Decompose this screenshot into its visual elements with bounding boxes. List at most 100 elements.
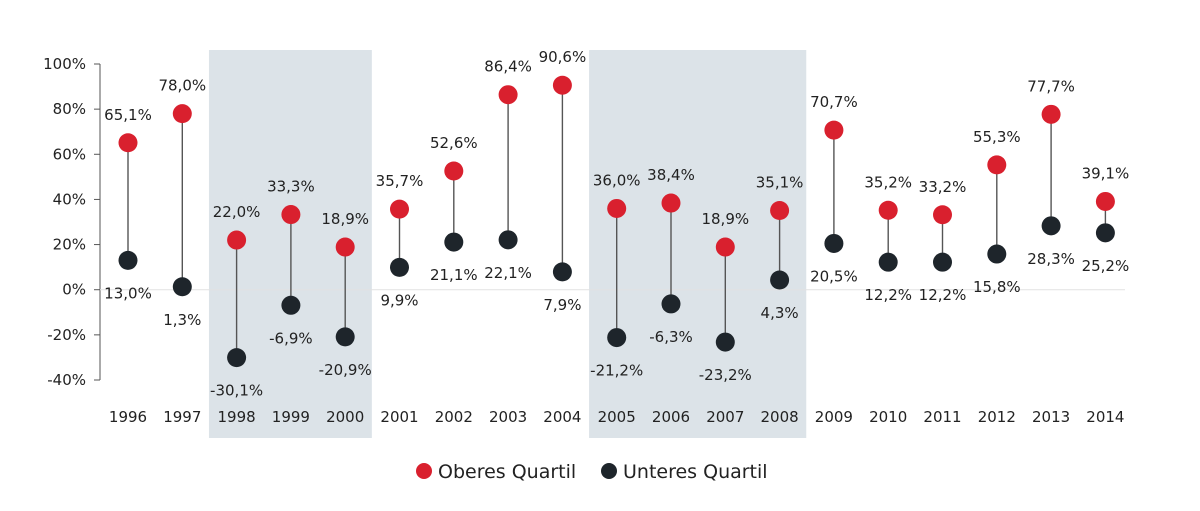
upper-point-2006 xyxy=(661,193,681,213)
x-tick-label: 2004 xyxy=(543,408,581,426)
lower-label-2011: 12,2% xyxy=(919,286,967,304)
lower-point-2011 xyxy=(933,252,952,272)
x-tick-label: 1998 xyxy=(218,408,256,426)
lower-label-1999: -6,9% xyxy=(269,329,313,347)
upper-label-1996: 65,1% xyxy=(104,106,152,124)
x-tick-label: 2006 xyxy=(652,408,690,426)
x-tick-label: 2002 xyxy=(435,408,473,426)
upper-point-2010 xyxy=(878,200,898,220)
upper-point-2011 xyxy=(933,205,952,225)
lower-label-2005: -21,2% xyxy=(590,362,643,380)
x-tick-label: 2013 xyxy=(1032,408,1070,426)
x-tick-label: 1999 xyxy=(272,408,310,426)
upper-point-1997 xyxy=(172,104,192,124)
x-tick-label: 1996 xyxy=(109,408,147,426)
lower-label-2006: -6,3% xyxy=(649,328,693,346)
data-labels: 65,1% 13,0% 78,0% 1,3% 22,0% -30,1% 33,3% -6,9%… xyxy=(104,48,1129,399)
y-tick-label: 40% xyxy=(53,190,86,208)
lower-label-2013: 28,3% xyxy=(1027,250,1075,268)
lower-label-2003: 22,1% xyxy=(484,264,532,282)
x-tick-label: 2001 xyxy=(380,408,418,426)
lower-label-2000: -20,9% xyxy=(319,361,372,379)
lower-label-2012: 15,8% xyxy=(973,278,1021,296)
upper-label-2000: 18,9% xyxy=(321,210,369,228)
lower-label-1997: 1,3% xyxy=(163,311,201,329)
x-axis-ticks: 1996 1997 1998 1999 2000 2001 2002 2003 2004 2005… xyxy=(109,408,1125,426)
upper-label-2011: 33,2% xyxy=(919,178,967,196)
range-stems xyxy=(127,85,1107,358)
upper-point-2013 xyxy=(1041,104,1061,124)
upper-label-2006: 38,4% xyxy=(647,166,695,184)
lower-point-2001 xyxy=(390,257,409,277)
x-tick-label: 1997 xyxy=(163,408,201,426)
upper-point-1999 xyxy=(281,205,301,225)
lower-point-2013 xyxy=(1041,216,1061,236)
lower-point-2006 xyxy=(661,294,681,314)
lower-point-2002 xyxy=(444,232,464,252)
upper-label-1999: 33,3% xyxy=(267,178,315,196)
x-tick-label: 2009 xyxy=(815,408,853,426)
lower-point-2009 xyxy=(824,233,844,253)
upper-point-2009 xyxy=(824,120,844,140)
y-tick-label: 100% xyxy=(43,55,86,73)
upper-point-2012 xyxy=(987,155,1007,175)
y-axis: -40% -20% 0% 20% 40% 60% 80% 100% xyxy=(43,55,1125,389)
y-tick-label: 20% xyxy=(53,236,86,254)
lower-label-2004: 7,9% xyxy=(543,296,581,314)
upper-point-2004 xyxy=(552,75,572,95)
legend-label-lower: Unteres Quartil xyxy=(623,461,768,483)
x-tick-label: 2010 xyxy=(869,408,907,426)
upper-point-1996 xyxy=(118,133,138,153)
upper-point-1998 xyxy=(227,230,247,250)
x-tick-label: 2007 xyxy=(706,408,744,426)
upper-label-2008: 35,1% xyxy=(756,173,804,191)
x-tick-label: 2005 xyxy=(598,408,636,426)
lower-point-2000 xyxy=(335,327,355,347)
y-tick-label: -40% xyxy=(47,371,86,389)
upper-point-2001 xyxy=(390,199,409,219)
x-tick-label: 2003 xyxy=(489,408,527,426)
upper-label-2002: 52,6% xyxy=(430,134,478,152)
upper-label-2007: 18,9% xyxy=(701,210,749,228)
lower-label-1996: 13,0% xyxy=(104,284,152,302)
upper-point-2005 xyxy=(607,198,627,218)
upper-label-1997: 78,0% xyxy=(158,77,206,95)
x-tick-label: 2000 xyxy=(326,408,364,426)
upper-point-2008 xyxy=(770,200,790,220)
legend-label-upper: Oberes Quartil xyxy=(438,461,576,483)
lower-point-2003 xyxy=(498,230,518,250)
lower-point-2008 xyxy=(770,270,790,290)
lower-point-2007 xyxy=(715,332,735,352)
x-tick-label: 2014 xyxy=(1086,408,1124,426)
legend-marker-upper xyxy=(416,463,432,479)
upper-point-2007 xyxy=(715,237,735,257)
lower-point-2010 xyxy=(878,252,898,272)
upper-label-2014: 39,1% xyxy=(1082,164,1130,182)
upper-point-2003 xyxy=(498,85,518,105)
legend-marker-lower xyxy=(601,463,617,479)
data-points xyxy=(118,75,1115,368)
lower-label-2009: 20,5% xyxy=(810,267,858,285)
lower-point-1997 xyxy=(172,277,192,297)
lower-point-2005 xyxy=(607,328,627,348)
x-tick-label: 2011 xyxy=(923,408,961,426)
upper-point-2002 xyxy=(444,161,464,181)
x-tick-label: 2008 xyxy=(761,408,799,426)
upper-label-2009: 70,7% xyxy=(810,93,858,111)
x-tick-label: 2012 xyxy=(978,408,1016,426)
lower-point-1999 xyxy=(281,295,301,315)
upper-label-1998: 22,0% xyxy=(213,203,261,221)
lower-point-1996 xyxy=(118,250,138,270)
y-tick-label: 60% xyxy=(53,145,86,163)
lower-label-1998: -30,1% xyxy=(210,382,263,400)
y-tick-label: 80% xyxy=(53,100,86,118)
upper-label-2010: 35,2% xyxy=(864,173,912,191)
lower-label-2010: 12,2% xyxy=(864,286,912,304)
upper-label-2013: 77,7% xyxy=(1027,77,1075,95)
upper-label-2001: 35,7% xyxy=(376,172,424,190)
lower-label-2014: 25,2% xyxy=(1082,257,1130,275)
lower-point-2004 xyxy=(552,262,572,282)
shaded-period-1 xyxy=(589,50,807,438)
legend: Oberes Quartil Unteres Quartil xyxy=(416,461,768,483)
upper-label-2005: 36,0% xyxy=(593,171,641,189)
